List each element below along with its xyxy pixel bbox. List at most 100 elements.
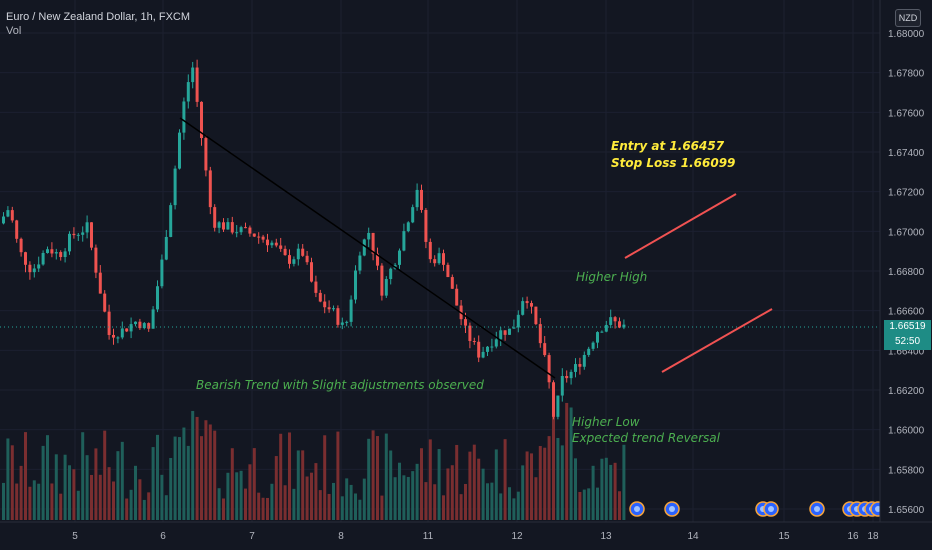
- volume-bar: [402, 475, 406, 520]
- projection-line-upper: [624, 193, 737, 259]
- volume-bar: [389, 450, 393, 520]
- candle-body: [182, 101, 186, 133]
- volume-bar: [54, 454, 58, 520]
- chart-legend[interactable]: Euro / New Zealand Dollar, 1h, FXCM Vol: [6, 10, 190, 38]
- volume-bar: [560, 445, 564, 520]
- volume-bar: [200, 436, 203, 520]
- time-tick-label: 13: [600, 531, 612, 542]
- candle-body: [142, 323, 146, 329]
- candle-body: [160, 259, 164, 287]
- candle-body: [565, 376, 569, 379]
- candle-body: [472, 341, 476, 343]
- candle-body: [600, 331, 604, 333]
- event-markers[interactable]: [629, 501, 886, 517]
- candle-body: [354, 270, 357, 300]
- volume-bar: [393, 477, 397, 520]
- volume-bar: [85, 455, 89, 520]
- candle-body: [310, 262, 313, 282]
- candle-body: [213, 207, 217, 228]
- candle-body: [279, 245, 283, 249]
- candle-body: [530, 303, 533, 307]
- volume-bar: [279, 433, 283, 520]
- price-axis-bg[interactable]: [880, 0, 932, 522]
- candle-body: [424, 209, 428, 242]
- higher-high-annotation: Higher High: [576, 270, 647, 284]
- candle-body: [499, 330, 503, 340]
- price-axis: 1.68000 1.67800 1.67600 1.67400 1.67200 1.670…: [888, 29, 925, 516]
- volume-bar: [406, 476, 410, 520]
- volume-bar: [398, 462, 401, 520]
- volume-bar: [538, 446, 542, 520]
- volume-bar: [125, 498, 129, 520]
- volume-bar: [208, 424, 212, 520]
- candle-body: [604, 324, 608, 332]
- volume-bar: [41, 445, 45, 520]
- candle-body: [587, 348, 591, 355]
- candle-body: [349, 299, 353, 322]
- price-tick-label: 1.66400: [888, 346, 925, 357]
- candle-body: [556, 395, 560, 417]
- volume-bar: [565, 402, 569, 520]
- candle-body: [389, 268, 393, 280]
- candle-body: [107, 311, 111, 335]
- volume-bar: [283, 485, 287, 520]
- candle-body: [270, 242, 274, 246]
- volume-bar: [107, 467, 111, 520]
- volume-bar: [195, 416, 199, 520]
- candle-body: [406, 222, 410, 232]
- event-dot: [814, 506, 820, 512]
- volume-bar: [261, 497, 265, 520]
- candle-body: [15, 220, 19, 239]
- volume-bar: [362, 478, 366, 520]
- candle-body: [380, 265, 384, 296]
- candle-body: [464, 319, 467, 326]
- candle-body: [226, 222, 230, 230]
- volume-bar: [63, 454, 67, 520]
- volume-bar: [90, 474, 93, 520]
- volume-bar: [235, 472, 239, 520]
- volume-bar: [244, 488, 247, 520]
- candle-body: [552, 382, 555, 417]
- volume-bar: [239, 470, 243, 520]
- volume-bar: [72, 469, 76, 520]
- candle-body: [314, 281, 318, 293]
- volume-bar: [32, 480, 36, 520]
- candle-body: [81, 232, 85, 235]
- time-axis-bg[interactable]: [0, 522, 932, 550]
- volume-indicator-label[interactable]: Vol: [6, 25, 22, 37]
- candle-body: [521, 301, 525, 315]
- candle-body: [125, 328, 129, 332]
- stop-loss-annotation: Stop Loss 1.66099: [611, 156, 735, 170]
- candle-body: [94, 247, 98, 273]
- candle-body: [239, 227, 243, 233]
- volume-bar: [376, 436, 379, 520]
- candle-body: [547, 355, 551, 383]
- candle-body: [208, 170, 212, 208]
- candle-body: [54, 252, 58, 254]
- volume-bar: [178, 437, 181, 520]
- volume-bar: [472, 444, 476, 520]
- candle-body: [2, 216, 5, 224]
- candle-body: [129, 324, 133, 332]
- projection-line-lower: [661, 308, 773, 373]
- candle-body: [248, 227, 252, 234]
- volume-bar: [442, 495, 445, 520]
- candle-body: [560, 376, 564, 396]
- candle-body: [204, 138, 208, 171]
- volume-bar: [622, 444, 626, 520]
- candle-body: [503, 330, 507, 335]
- volume-bar: [525, 451, 529, 520]
- volume-bar: [129, 489, 133, 520]
- time-tick-label: 18: [867, 531, 879, 542]
- price-tick-label: 1.67600: [888, 108, 925, 119]
- candle-body: [420, 189, 423, 210]
- candle-body: [59, 252, 63, 258]
- volume-bar: [380, 495, 384, 520]
- candle-body: [200, 101, 203, 139]
- volume-bar: [332, 482, 335, 520]
- currency-badge[interactable]: NZD: [895, 9, 921, 27]
- candle-body: [301, 248, 305, 256]
- candle-body: [292, 259, 296, 264]
- candle-body: [72, 233, 76, 236]
